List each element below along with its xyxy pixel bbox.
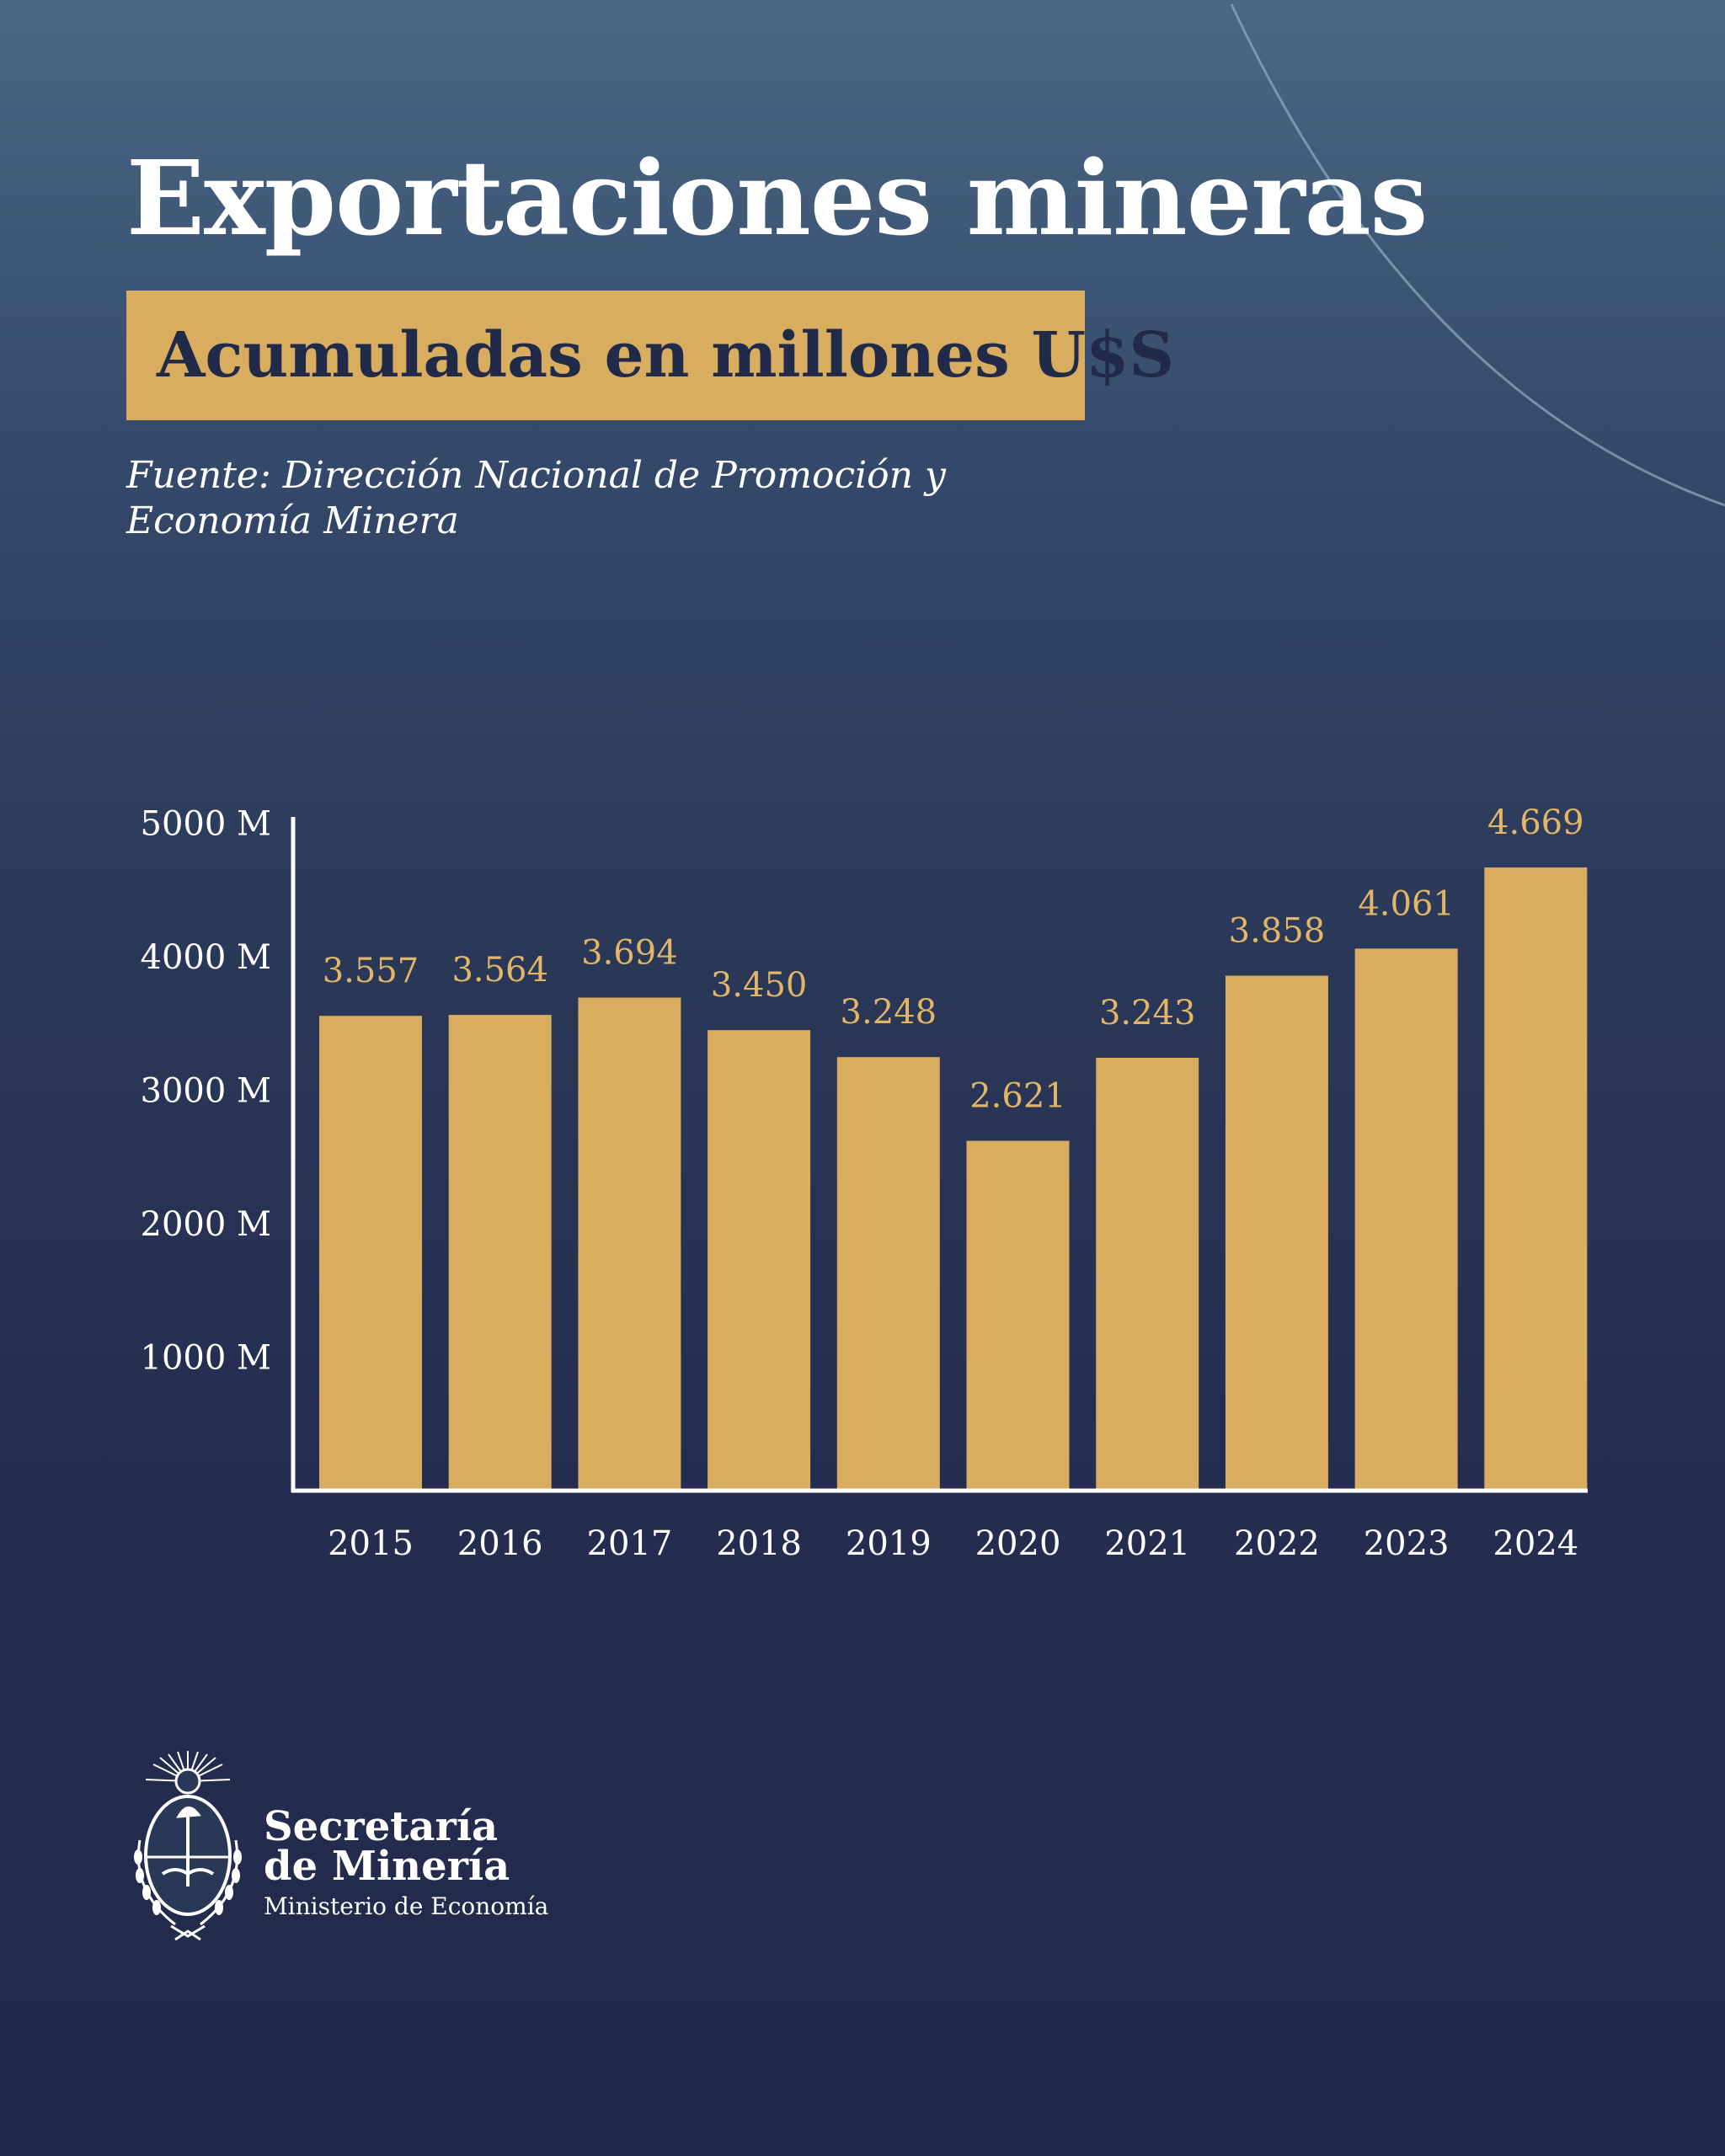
value-label-2020: 2.621 — [969, 1077, 1066, 1116]
bar-2020 — [966, 1140, 1070, 1491]
value-label-2016: 3.564 — [451, 951, 548, 990]
org-name-line-2: de Minería — [264, 1843, 510, 1890]
source-note: Fuente: Dirección Nacional de Promoción … — [126, 453, 969, 544]
bar-2019 — [836, 1057, 940, 1491]
y-tick-label-1000: 1000 M — [141, 1339, 271, 1378]
bar-chart: 3.557 2015 3.564 2016 3.694 2017 3.450 2018 3.24… — [141, 803, 1588, 1563]
bar-2022 — [1225, 975, 1328, 1491]
y-tick-label-5000: 5000 M — [141, 805, 271, 844]
y-tick-label-3000: 3000 M — [141, 1072, 271, 1111]
bar-2018 — [708, 1030, 811, 1491]
source-line-2: Economía Minera — [126, 499, 459, 542]
x-tick-label-2017: 2017 — [587, 1524, 673, 1563]
x-tick-label-2020: 2020 — [975, 1524, 1061, 1563]
bar-2024 — [1484, 867, 1588, 1491]
page-title: Exportaciones mineras — [126, 137, 1428, 259]
ministry-name: Ministerio de Economía — [264, 1892, 549, 1920]
value-label-2015: 3.557 — [323, 952, 419, 990]
value-label-2021: 3.243 — [1099, 994, 1196, 1033]
subtitle-text: Acumuladas en millones U$S — [157, 319, 1174, 392]
source-line-1: Fuente: Dirección Nacional de Promoción … — [126, 454, 946, 497]
x-tick-label-2019: 2019 — [846, 1524, 932, 1563]
value-label-2022: 3.858 — [1229, 912, 1326, 951]
value-label-2024: 4.669 — [1487, 803, 1584, 842]
x-tick-label-2023: 2023 — [1364, 1524, 1450, 1563]
bar-2015 — [319, 1016, 422, 1491]
y-tick-label-2000: 2000 M — [141, 1205, 271, 1244]
y-tick-label-4000: 4000 M — [141, 938, 271, 977]
bar-2017 — [578, 997, 681, 1491]
org-name-line-1: Secretaría — [264, 1803, 499, 1850]
value-label-2018: 3.450 — [711, 966, 808, 1005]
bar-2021 — [1096, 1057, 1199, 1491]
value-label-2017: 3.694 — [581, 934, 678, 973]
subtitle-banner: Acumuladas en millones U$S — [126, 291, 1174, 420]
x-tick-label-2022: 2022 — [1234, 1524, 1320, 1563]
secretaria-logo: Secretaría de Minería Ministerio de Econ… — [125, 1748, 563, 1950]
coat-of-arms-icon — [134, 1751, 242, 1941]
x-tick-label-2015: 2015 — [328, 1524, 414, 1563]
x-tick-label-2021: 2021 — [1104, 1524, 1190, 1563]
x-tick-label-2024: 2024 — [1493, 1524, 1578, 1563]
value-label-2019: 3.248 — [841, 993, 937, 1032]
value-label-2023: 4.061 — [1358, 884, 1455, 923]
x-tick-label-2018: 2018 — [716, 1524, 802, 1563]
x-tick-label-2016: 2016 — [457, 1524, 543, 1563]
bar-2023 — [1354, 948, 1458, 1491]
bar-2016 — [448, 1015, 552, 1491]
